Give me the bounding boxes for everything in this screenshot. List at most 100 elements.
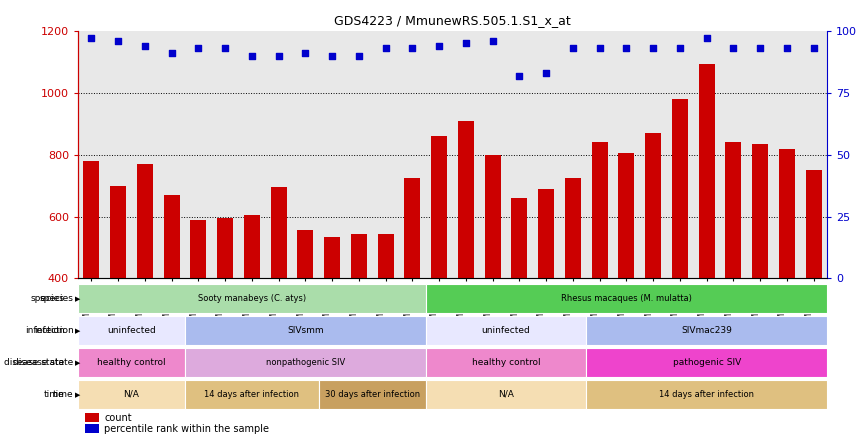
Point [780, 45, 794, 52]
Bar [645, 133, 661, 402]
Text: ▶: ▶ [75, 360, 81, 366]
Point [272, 52, 286, 59]
Bar [378, 234, 394, 402]
Bar [779, 149, 795, 402]
Text: ▶: ▶ [75, 392, 81, 398]
Bar [591, 143, 608, 402]
Bar [324, 237, 340, 402]
Bar [426, 349, 586, 377]
Point [619, 45, 633, 52]
Point [378, 45, 392, 52]
Text: 30 days after infection: 30 days after infection [325, 389, 420, 399]
Text: pathogenic SIV: pathogenic SIV [673, 357, 740, 367]
Point [753, 45, 767, 52]
Bar [752, 144, 768, 402]
Text: 14 days after infection: 14 days after infection [659, 389, 754, 399]
Text: infection: infection [25, 325, 65, 335]
Text: time: time [44, 389, 65, 399]
Bar [185, 317, 426, 345]
Bar [110, 186, 126, 402]
Bar [618, 153, 635, 402]
Bar [86, 424, 99, 432]
Bar [586, 349, 827, 377]
Text: healthy control: healthy control [97, 357, 165, 367]
Bar [538, 189, 554, 402]
Bar [458, 121, 474, 402]
Point [673, 45, 687, 52]
Point [566, 45, 580, 52]
Bar [244, 215, 260, 402]
Bar [78, 381, 185, 409]
Bar [78, 285, 426, 313]
Text: ▶: ▶ [75, 328, 81, 334]
Bar [78, 317, 185, 345]
Bar [586, 317, 827, 345]
Bar [426, 285, 827, 313]
Point [165, 50, 178, 57]
Point [646, 45, 660, 52]
Point [299, 50, 313, 57]
Point [540, 70, 553, 77]
Text: N/A: N/A [124, 389, 139, 399]
Text: nonpathogenic SIV: nonpathogenic SIV [266, 357, 345, 367]
Point [111, 37, 125, 44]
Point [405, 45, 419, 52]
Point [807, 45, 821, 52]
Point [486, 37, 500, 44]
Text: percentile rank within the sample: percentile rank within the sample [104, 424, 269, 433]
Bar [726, 143, 741, 402]
Text: disease state: disease state [13, 358, 74, 367]
Text: uninfected: uninfected [107, 325, 156, 335]
Point [592, 45, 606, 52]
Point [513, 72, 527, 79]
Bar [270, 187, 287, 402]
Point [352, 52, 365, 59]
Bar [83, 161, 100, 402]
Bar [191, 220, 206, 402]
Text: Rhesus macaques (M. mulatta): Rhesus macaques (M. mulatta) [561, 293, 692, 303]
Point [245, 52, 259, 59]
Text: healthy control: healthy control [472, 357, 540, 367]
Text: SIVsmm: SIVsmm [287, 325, 324, 335]
Bar [485, 155, 501, 402]
Bar [185, 349, 426, 377]
Text: species: species [30, 293, 65, 303]
Bar [78, 349, 185, 377]
Bar [351, 234, 367, 402]
Bar [426, 317, 586, 345]
Bar [511, 198, 527, 402]
Bar [565, 178, 581, 402]
Bar [137, 164, 152, 402]
Text: count: count [104, 412, 132, 423]
Point [432, 42, 446, 49]
Point [727, 45, 740, 52]
Bar [217, 218, 233, 402]
Text: infection: infection [34, 326, 74, 335]
Point [700, 35, 714, 42]
Point [191, 45, 205, 52]
Bar [805, 170, 822, 402]
Text: uninfected: uninfected [481, 325, 530, 335]
Bar [185, 381, 319, 409]
Point [325, 52, 339, 59]
Text: Sooty manabeys (C. atys): Sooty manabeys (C. atys) [197, 293, 306, 303]
Bar [431, 136, 447, 402]
Point [84, 35, 98, 42]
Text: GDS4223 / MmunewRS.505.1.S1_x_at: GDS4223 / MmunewRS.505.1.S1_x_at [334, 14, 571, 27]
Bar [426, 381, 586, 409]
Text: time: time [53, 390, 74, 399]
Bar [586, 381, 827, 409]
Text: disease state: disease state [4, 357, 65, 367]
Point [218, 45, 232, 52]
Text: 14 days after infection: 14 days after infection [204, 389, 300, 399]
Point [138, 42, 152, 49]
Bar [699, 63, 714, 402]
Text: SIVmac239: SIVmac239 [682, 325, 732, 335]
Bar [297, 230, 313, 402]
Text: N/A: N/A [498, 389, 514, 399]
Text: species: species [40, 294, 74, 303]
Bar [404, 178, 420, 402]
Bar [86, 413, 99, 422]
Text: ▶: ▶ [75, 296, 81, 302]
Bar [319, 381, 426, 409]
